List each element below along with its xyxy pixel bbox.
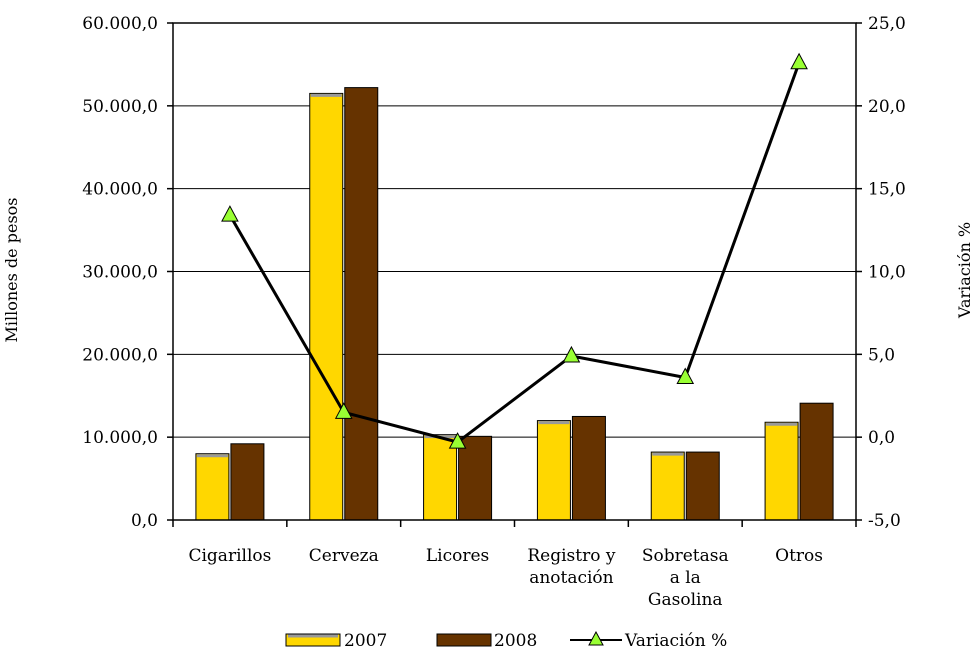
category-labels: Cigarillos Cerveza Licores Registro yanotac… bbox=[188, 546, 823, 610]
category-label: Licores bbox=[426, 546, 489, 566]
category-label: Cerveza bbox=[309, 546, 379, 566]
legend-label-2007: 2007 bbox=[344, 631, 387, 651]
category-label: Gasolina bbox=[648, 590, 723, 610]
plot-frame bbox=[172, 22, 857, 527]
bar-2007-4 bbox=[650, 451, 685, 521]
bar-2008-1 bbox=[344, 87, 379, 521]
legend-label-variation: Variación % bbox=[624, 631, 727, 651]
bar-2007-5 bbox=[764, 421, 799, 521]
variation-point-4 bbox=[676, 367, 695, 385]
variation-point-0 bbox=[221, 205, 239, 222]
bar-2008-5 bbox=[799, 402, 834, 521]
bar-2007-1 bbox=[309, 92, 344, 521]
y2-tick-label: 25,0 bbox=[868, 14, 906, 34]
y-tick-label: 60.000,0 bbox=[82, 14, 158, 34]
variation-polyline bbox=[228, 62, 801, 444]
y2-tick-label: 0,0 bbox=[868, 428, 895, 448]
category-label: Cigarillos bbox=[188, 546, 271, 566]
category-label: Registro y bbox=[527, 546, 616, 566]
bars bbox=[195, 87, 834, 521]
legend: 2007 2008 Variación % bbox=[285, 630, 727, 651]
y2-tick-label: 5,0 bbox=[868, 345, 895, 365]
grid-lines bbox=[173, 105, 856, 438]
variation-line bbox=[221, 52, 808, 449]
legend-label-2008: 2008 bbox=[494, 631, 537, 651]
y2-axis-title: Variación % bbox=[955, 222, 974, 319]
y2-tick-label: 20,0 bbox=[868, 97, 906, 117]
bar-2007-3 bbox=[536, 420, 571, 521]
variation-point-1 bbox=[334, 402, 353, 419]
y2-tick-label: 15,0 bbox=[868, 180, 906, 200]
right-axis-ticks: -5,0 0,0 5,0 10,0 15,0 20,0 25,0 bbox=[856, 14, 906, 531]
variation-point-2 bbox=[448, 432, 467, 449]
category-label: a la bbox=[670, 568, 701, 588]
y-tick-label: 40.000,0 bbox=[82, 180, 158, 200]
y2-tick-label: 10,0 bbox=[868, 263, 906, 283]
y-tick-label: 0,0 bbox=[131, 511, 158, 531]
y2-tick-label: -5,0 bbox=[868, 511, 901, 531]
bar-2008-4 bbox=[685, 451, 720, 521]
y-tick-label: 10.000,0 bbox=[82, 428, 158, 448]
bar-2008-2 bbox=[458, 435, 493, 521]
y-tick-label: 20.000,0 bbox=[82, 345, 158, 365]
variation-point-3 bbox=[562, 345, 581, 363]
variation-point-5 bbox=[790, 52, 808, 70]
y-tick-label: 50.000,0 bbox=[82, 97, 158, 117]
y-axis-title: Millones de pesos bbox=[2, 198, 21, 343]
bar-2008-3 bbox=[571, 415, 606, 521]
y-tick-label: 30.000,0 bbox=[82, 263, 158, 283]
bar-2007-0 bbox=[195, 453, 230, 521]
category-label: Otros bbox=[775, 546, 823, 566]
legend-swatch-2008 bbox=[436, 633, 492, 647]
bar-2008-0 bbox=[230, 443, 265, 521]
category-label: anotación bbox=[529, 568, 613, 588]
left-axis-ticks: 0,0 10.000,0 20.000,0 30.000,0 40.000,0 50.00… bbox=[82, 14, 173, 531]
legend-marker-variation bbox=[588, 630, 604, 646]
category-label: Sobretasa bbox=[642, 546, 729, 566]
